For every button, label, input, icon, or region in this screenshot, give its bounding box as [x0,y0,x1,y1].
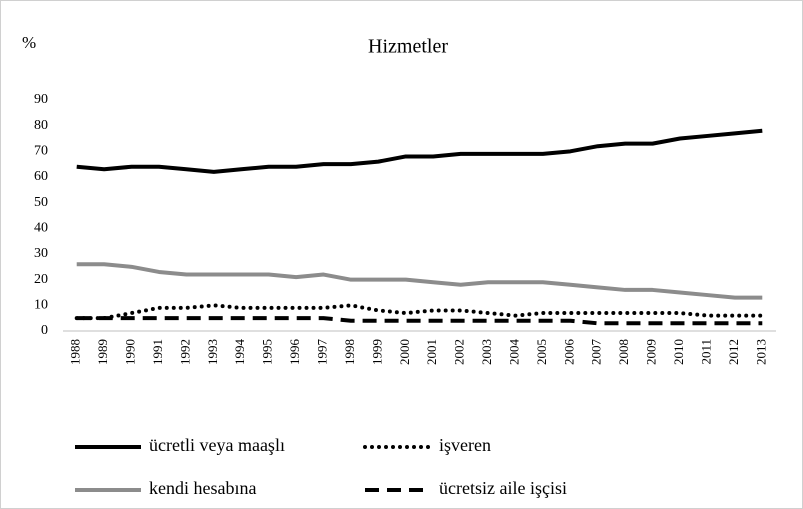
x-tick-label: 2003 [479,339,494,365]
x-tick-label: 1988 [68,339,83,365]
y-unit: % [22,33,36,52]
x-tick-label: 2002 [452,339,467,365]
x-tick-label: 2008 [616,339,631,365]
x-tick-label: 2011 [698,339,713,365]
x-tick-label: 1994 [232,339,247,366]
x-tick-label: 1999 [369,339,384,365]
x-tick-label: 2009 [644,339,659,365]
x-tick-label: 1991 [150,339,165,365]
legend-label: işveren [439,435,491,455]
series-line [76,316,763,326]
y-tick-label: 50 [34,195,48,210]
y-tick-label: 0 [41,323,48,338]
x-tick-label: 1995 [260,339,275,365]
x-tick-label: 2013 [753,339,768,365]
series-line [76,128,763,174]
x-tick-label: 1997 [315,339,330,366]
legend-label: kendi hesabına [149,478,256,498]
y-tick-label: 60 [34,169,48,184]
x-tick-label: 2006 [561,339,576,366]
x-tick-label: 1990 [123,339,138,365]
x-tick-label: 1989 [95,339,110,365]
series-line [76,262,763,300]
series-line [74,303,765,321]
legend-label: ücretli veya maaşlı [149,435,285,455]
x-tick-label: 1992 [177,339,192,365]
y-tick-label: 40 [34,221,48,236]
x-tick-label: 2000 [397,339,412,365]
y-tick-label: 10 [34,298,48,313]
chart-title: Hizmetler [368,36,448,58]
y-tick-label: 80 [34,118,48,133]
legend-label: ücretsiz aile işçisi [439,478,567,498]
y-tick-label: 20 [34,272,48,287]
y-tick-label: 90 [34,92,48,107]
x-tick-label: 1998 [342,339,357,365]
y-tick-label: 70 [34,144,48,159]
x-tick-label: 2001 [424,339,439,365]
x-tick-label: 2010 [671,339,686,365]
x-tick-label: 2012 [726,339,741,365]
y-tick-label: 30 [34,246,48,261]
x-tick-label: 1993 [205,339,220,365]
x-tick-label: 2004 [506,339,521,366]
x-tick-label: 2005 [534,339,549,365]
x-tick-label: 1996 [287,339,302,366]
x-tick-label: 2007 [589,339,604,366]
